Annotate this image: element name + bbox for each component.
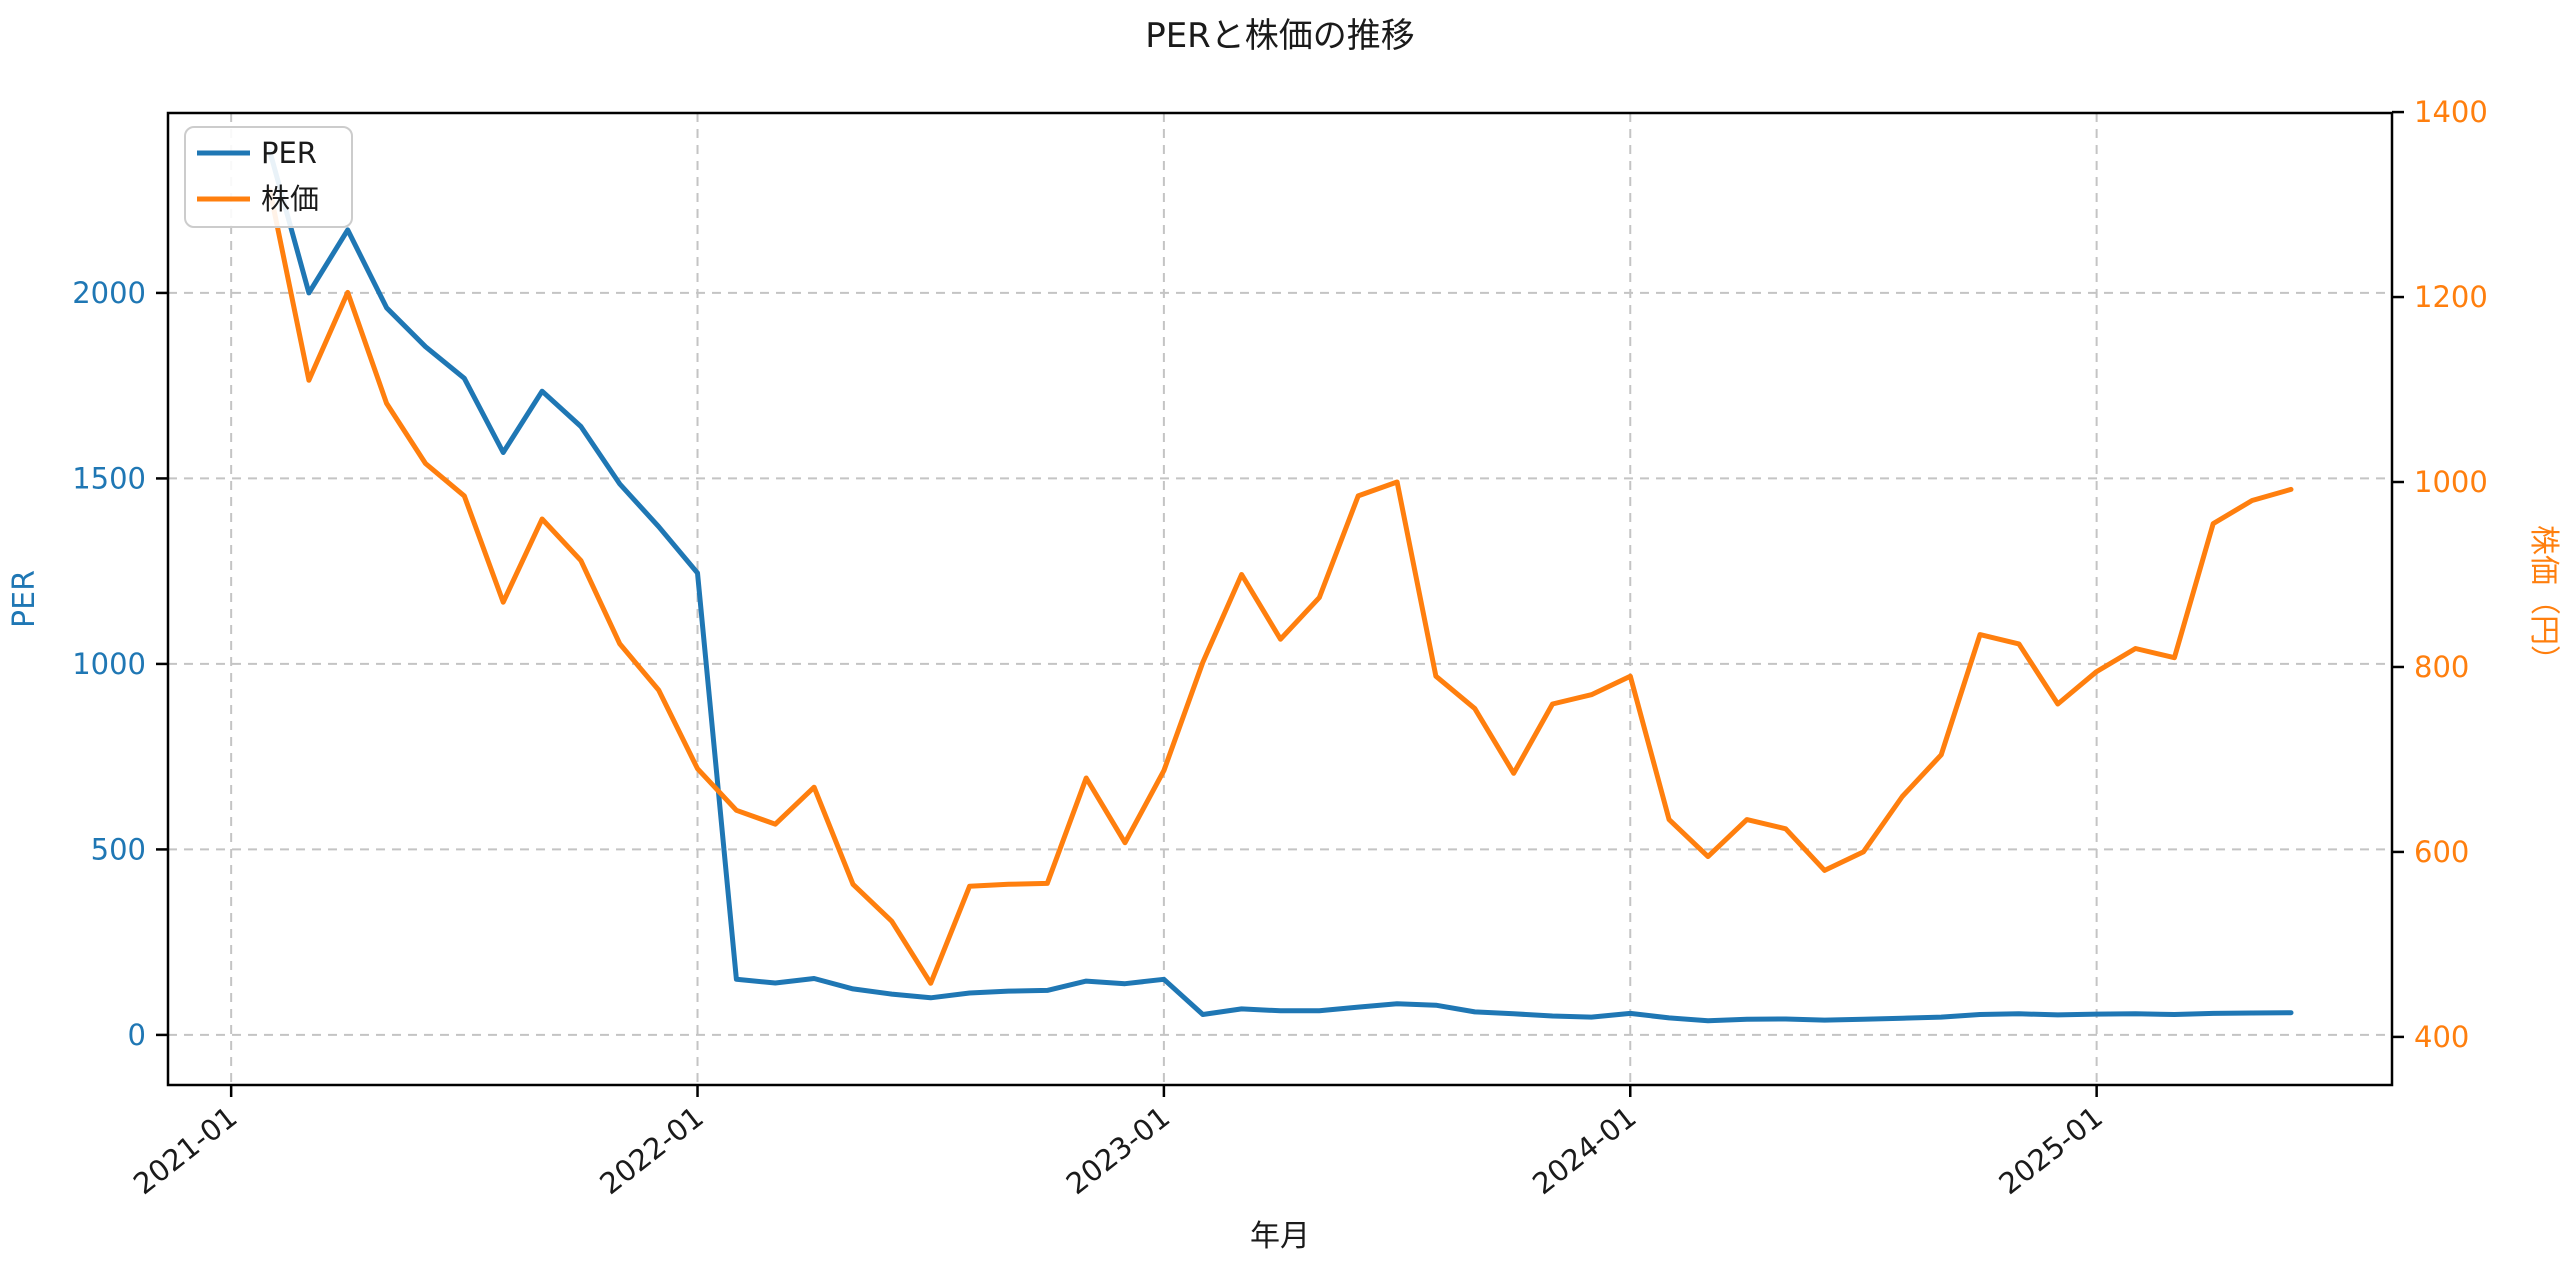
y-left-tick-label: 2000 bbox=[72, 276, 146, 310]
y-right-tick-label: 400 bbox=[2414, 1020, 2469, 1054]
legend-kabuka-label: 株価 bbox=[261, 182, 319, 216]
per-line bbox=[267, 149, 2294, 1024]
y-right-tick-label: 1200 bbox=[2414, 280, 2488, 314]
y-right-tick-label: 800 bbox=[2414, 650, 2469, 684]
y-left-tick-label: 0 bbox=[128, 1018, 146, 1052]
y-left-tick-label: 1500 bbox=[72, 461, 146, 495]
x-axis-label: 年月 bbox=[1250, 1219, 1310, 1254]
kabuka-line bbox=[267, 188, 2294, 986]
y-right-axis-label: 株価（円） bbox=[2526, 525, 2560, 675]
y-right-tick-label: 1000 bbox=[2414, 465, 2488, 499]
legend-per-label: PER bbox=[261, 136, 317, 170]
y-left-tick-label: 500 bbox=[91, 832, 146, 866]
chart-title: PERと株価の推移 bbox=[1145, 16, 1415, 56]
plot-border bbox=[166, 111, 2394, 1087]
y-left-axis-label: PER bbox=[7, 570, 42, 628]
y-right-tick-label: 600 bbox=[2414, 835, 2469, 869]
grid bbox=[168, 113, 2392, 1085]
y-right-tick-label: 1400 bbox=[2414, 95, 2488, 129]
tick-marks bbox=[156, 110, 2404, 1097]
legend: PER 株価 bbox=[184, 126, 353, 228]
y-left-tick-label: 1000 bbox=[72, 647, 146, 681]
